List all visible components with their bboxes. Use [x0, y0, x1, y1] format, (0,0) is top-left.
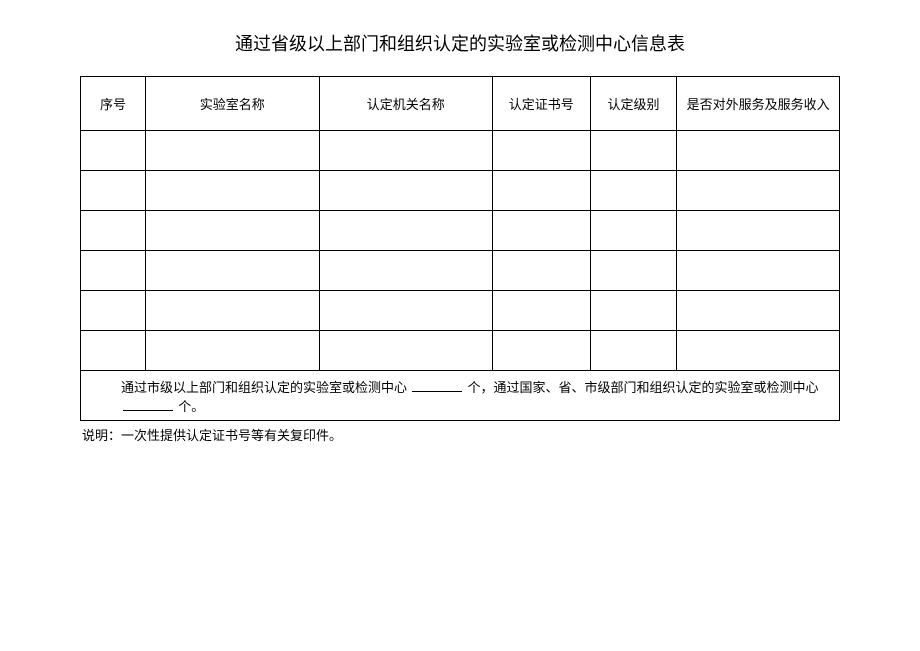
table-footer-row: 通过市级以上部门和组织认定的实验室或检测中心 个，通过国家、省、市级部门和组织认…	[81, 371, 840, 421]
table-cell	[590, 131, 677, 171]
col-header-level: 认定级别	[590, 77, 677, 131]
table-cell	[677, 291, 840, 331]
summary-cell: 通过市级以上部门和组织认定的实验室或检测中心 个，通过国家、省、市级部门和组织认…	[81, 371, 840, 421]
table-cell	[81, 331, 146, 371]
blank-field-1	[412, 378, 462, 392]
table-cell	[319, 211, 492, 251]
table-cell	[677, 331, 840, 371]
summary-text-3: 个。	[178, 399, 204, 414]
table-cell	[319, 171, 492, 211]
table-body: 通过市级以上部门和组织认定的实验室或检测中心 个，通过国家、省、市级部门和组织认…	[81, 131, 840, 421]
table-cell	[146, 251, 319, 291]
info-table: 序号 实验室名称 认定机关名称 认定证书号 认定级别 是否对外服务及服务收入	[80, 76, 840, 421]
table-cell	[319, 131, 492, 171]
table-cell	[319, 331, 492, 371]
table-row	[81, 251, 840, 291]
table-cell	[146, 131, 319, 171]
table-row	[81, 211, 840, 251]
table-cell	[81, 291, 146, 331]
table-cell	[590, 331, 677, 371]
table-header-row: 序号 实验室名称 认定机关名称 认定证书号 认定级别 是否对外服务及服务收入	[81, 77, 840, 131]
table-cell	[590, 251, 677, 291]
table-cell	[677, 171, 840, 211]
table-cell	[590, 291, 677, 331]
page-title: 通过省级以上部门和组织认定的实验室或检测中心信息表	[80, 30, 840, 56]
table-cell	[81, 251, 146, 291]
table-cell	[493, 171, 591, 211]
table-cell	[146, 171, 319, 211]
col-header-cert-no: 认定证书号	[493, 77, 591, 131]
table-row	[81, 171, 840, 211]
table-cell	[81, 211, 146, 251]
table-row	[81, 131, 840, 171]
table-cell	[146, 331, 319, 371]
table-cell	[493, 251, 591, 291]
table-cell	[81, 131, 146, 171]
table-cell	[81, 171, 146, 211]
blank-field-2	[123, 397, 173, 411]
col-header-service: 是否对外服务及服务收入	[677, 77, 840, 131]
table-cell	[146, 211, 319, 251]
col-header-agency: 认定机关名称	[319, 77, 492, 131]
table-cell	[319, 251, 492, 291]
table-cell	[319, 291, 492, 331]
table-cell	[590, 171, 677, 211]
table-cell	[493, 291, 591, 331]
table-cell	[677, 211, 840, 251]
table-cell	[493, 131, 591, 171]
col-header-index: 序号	[81, 77, 146, 131]
table-cell	[677, 251, 840, 291]
table-cell	[146, 291, 319, 331]
table-row	[81, 291, 840, 331]
summary-text-1: 通过市级以上部门和组织认定的实验室或检测中心	[121, 380, 407, 395]
col-header-lab-name: 实验室名称	[146, 77, 319, 131]
table-row	[81, 331, 840, 371]
note-text: 说明：一次性提供认定证书号等有关复印件。	[80, 425, 840, 444]
table-cell	[677, 131, 840, 171]
table-cell	[493, 211, 591, 251]
table-cell	[590, 211, 677, 251]
summary-text-2: 个，通过国家、省、市级部门和组织认定的实验室或检测中心	[468, 380, 819, 395]
table-cell	[493, 331, 591, 371]
